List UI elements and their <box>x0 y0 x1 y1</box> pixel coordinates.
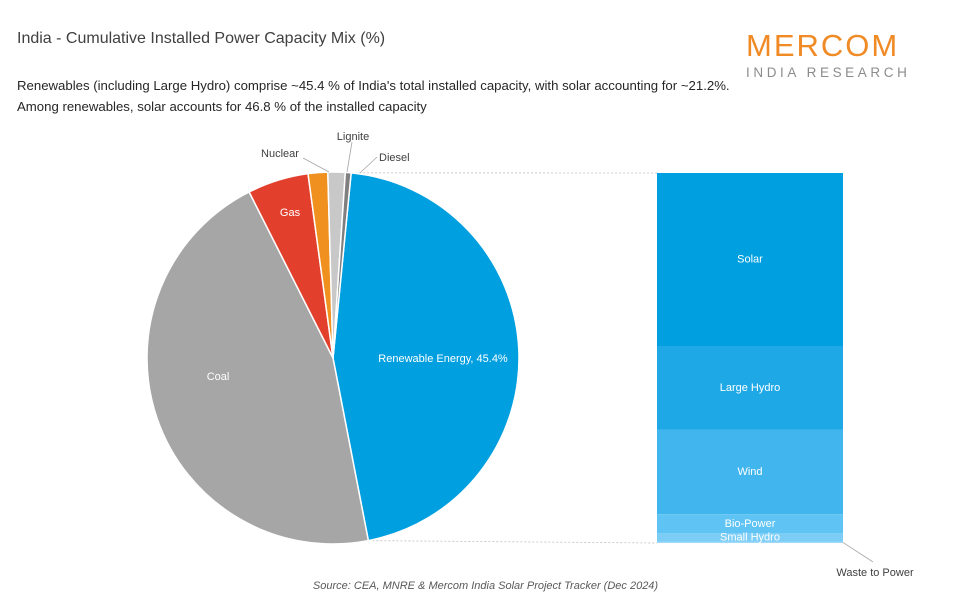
bar-segment-wind <box>657 429 843 515</box>
pie-slice-coal <box>146 190 370 545</box>
pie-label-diesel: Diesel <box>379 152 410 164</box>
pie-chart <box>146 171 520 545</box>
bar-label-wind: Wind <box>737 466 762 478</box>
pie-slice-diesel <box>332 171 352 359</box>
logo-wordmark: MERCOM <box>746 28 900 63</box>
leader-line-nuclear <box>302 157 330 173</box>
pie-label-nuclear: Nuclear <box>261 148 299 160</box>
leader-line-waste-to-power <box>842 542 874 563</box>
pie-label-renewable-energy: Renewable Energy, 45.4% <box>378 353 508 365</box>
renewables-stacked-bar <box>657 173 843 543</box>
pie-labels: Renewable Energy, 45.4% Coal Gas Nuclear Lig… <box>207 131 508 383</box>
bar-segment-bio-power <box>657 514 843 534</box>
subtitle-line-1: Renewables (including Large Hydro) compr… <box>17 78 730 93</box>
leader-line-lignite <box>346 141 353 173</box>
leader-line-diesel <box>359 156 378 174</box>
connector-lines <box>351 172 658 544</box>
connector-bottom <box>368 540 658 544</box>
bar-label-solar: Solar <box>737 253 763 265</box>
source-note: Source: CEA, MNRE & Mercom India Solar P… <box>312 580 659 592</box>
logo-tagline: INDIA RESEARCH <box>746 65 911 80</box>
bar-label-waste-to-power: Waste to Power <box>836 567 914 579</box>
subtitle-line-2: Among renewables, solar accounts for 46.… <box>17 99 427 114</box>
pie-label-gas: Gas <box>280 207 301 219</box>
bar-segment-large-hydro <box>657 345 843 430</box>
mercom-logo: MERCOM INDIA RESEARCH <box>746 30 922 82</box>
bar-label-small-hydro: Small Hydro <box>720 531 780 543</box>
chart-subtitle: Renewables (including Large Hydro) compr… <box>17 75 777 117</box>
chart-title: India - Cumulative Installed Power Capac… <box>17 30 386 47</box>
pie-label-lignite: Lignite <box>337 131 369 143</box>
bar-label-bio-power: Bio-Power <box>725 518 776 530</box>
bar-segment-solar <box>657 173 843 346</box>
pie-slice-renewable-energy <box>332 172 520 542</box>
pie-label-coal: Coal <box>207 371 230 383</box>
bar-segment-small-hydro <box>657 533 843 542</box>
bar-segment-waste-to-power <box>657 541 843 543</box>
bar-label-large-hydro: Large Hydro <box>720 382 781 394</box>
